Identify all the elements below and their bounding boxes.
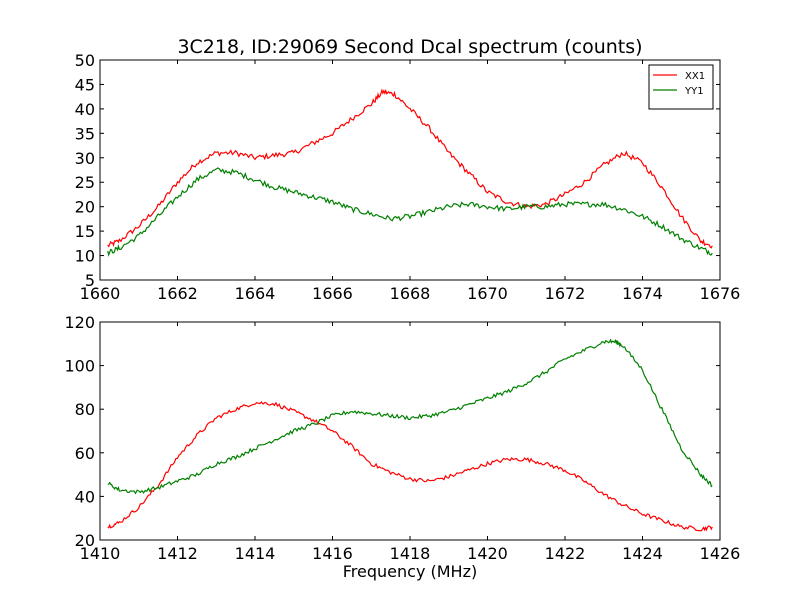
x-tick-label: 1670 — [467, 284, 508, 303]
x-tick-label: 1418 — [390, 544, 431, 563]
x-tick-label: 1674 — [622, 284, 663, 303]
legend-label: XX1 — [685, 71, 705, 82]
series-line-panel1-0 — [107, 401, 713, 532]
y-tick-label: 25 — [75, 173, 95, 192]
y-tick-label: 100 — [64, 357, 95, 376]
x-tick-label: 1426 — [700, 544, 741, 563]
x-tick-label: 1412 — [157, 544, 198, 563]
x-tick-label: 1668 — [390, 284, 431, 303]
x-tick-label: 1420 — [467, 544, 508, 563]
y-tick-label: 45 — [75, 75, 95, 94]
x-tick-label: 1414 — [235, 544, 276, 563]
y-tick-label: 30 — [75, 149, 95, 168]
plot-frame — [99, 321, 721, 541]
y-tick-label: 20 — [75, 531, 95, 550]
x-tick-label: 1660 — [80, 284, 121, 303]
x-tick-label: 1672 — [545, 284, 586, 303]
y-tick-label: 120 — [64, 313, 95, 332]
series-line-yy1 — [107, 167, 713, 257]
x-tick-label: 1676 — [700, 284, 741, 303]
y-tick-label: 50 — [75, 51, 95, 70]
x-axis-label: Frequency (MHz) — [343, 562, 477, 581]
y-tick-label: 20 — [75, 198, 95, 217]
x-tick-label: 1662 — [157, 284, 198, 303]
y-tick-label: 40 — [75, 487, 95, 506]
plot-frame — [99, 59, 721, 281]
x-tick-label: 1410 — [80, 544, 121, 563]
y-tick-label: 35 — [75, 124, 95, 143]
top-chart: 1660 1662 1664 1666 1668 1670 1672 1674 1676 5 10 1… — [75, 51, 741, 303]
y-tick-label: 15 — [75, 222, 95, 241]
legend-label: YY1 — [684, 86, 704, 97]
x-tick-label: 1666 — [312, 284, 353, 303]
x-tick-label: 1424 — [622, 544, 663, 563]
chart-title: 3C218, ID:29069 Second Dcal spectrum (co… — [177, 36, 642, 58]
x-tick-label: 1422 — [545, 544, 586, 563]
y-tick-label: 80 — [75, 400, 95, 419]
y-tick-label: 10 — [75, 247, 95, 266]
x-tick-label: 1416 — [312, 544, 353, 563]
x-tick-label: 1664 — [235, 284, 276, 303]
y-tick-label: 40 — [75, 100, 95, 119]
legend — [648, 64, 714, 110]
y-tick-label: 60 — [75, 444, 95, 463]
y-tick-label: 5 — [85, 271, 95, 290]
bottom-chart: 1410 1412 1414 1416 1418 1420 1422 1424 1426 20 40… — [64, 313, 740, 563]
series-line-xx1 — [107, 88, 713, 249]
series-line-panel1-1 — [107, 338, 713, 495]
